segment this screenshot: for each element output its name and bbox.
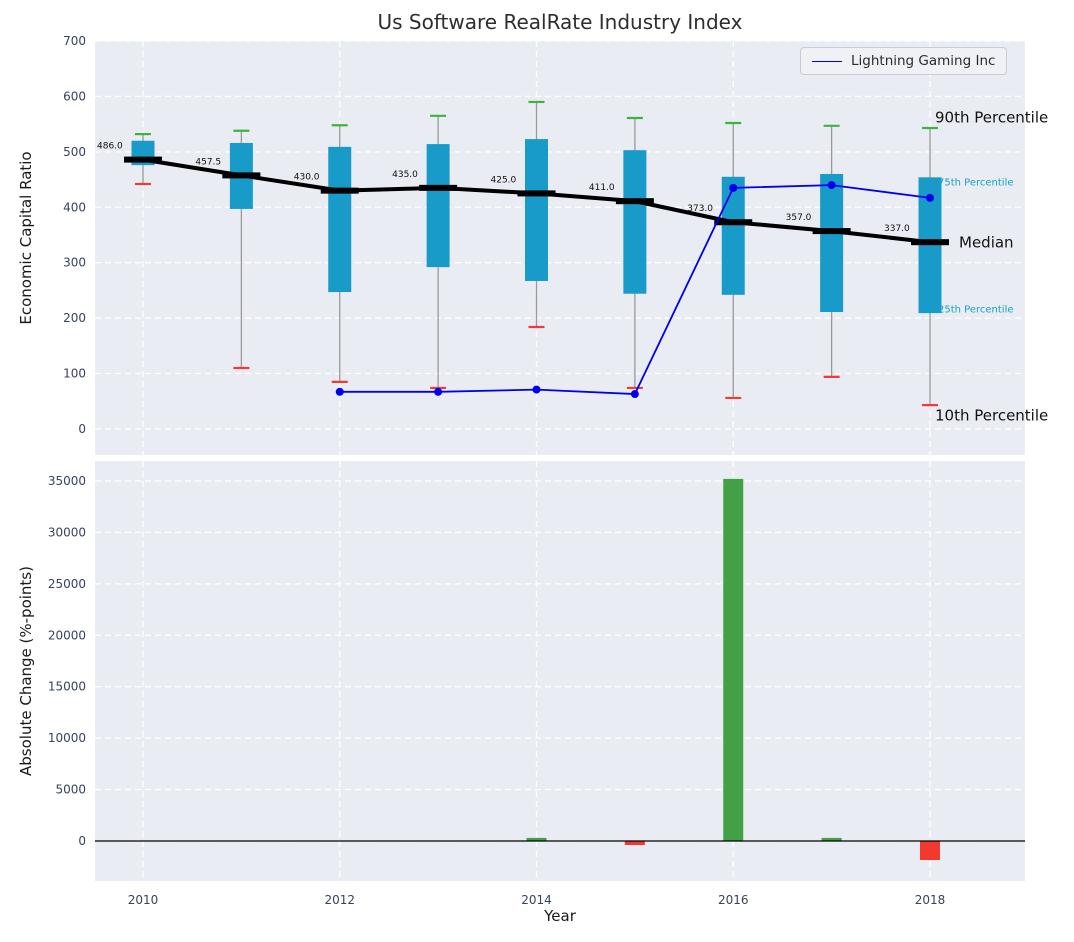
median-value-label-2016: 373.0	[687, 204, 713, 214]
bottom-y-tick-label: 0	[78, 834, 86, 848]
median-value-label-2013: 435.0	[392, 170, 418, 180]
iqr-box-2018	[918, 177, 942, 314]
bottom-y-tick-label: 35000	[48, 474, 86, 488]
change-bar-2017	[821, 837, 842, 841]
median-value-label-2017: 357.0	[786, 213, 812, 223]
legend: Lightning Gaming Inc	[800, 47, 1008, 75]
top-plot-background	[95, 41, 1025, 455]
iqr-box-2017	[820, 174, 844, 313]
x-tick-label: 2018	[915, 893, 946, 907]
median-value-label-2014: 425.0	[491, 175, 517, 185]
change-bar-2015	[624, 840, 645, 845]
median-value-label-2018: 337.0	[884, 224, 910, 234]
median-marker-2010	[124, 156, 162, 163]
iqr-box-2016	[721, 176, 745, 295]
bottom-plot-background	[95, 461, 1025, 881]
median-value-label-2011: 457.5	[195, 157, 221, 167]
chart-title: Us Software RealRate Industry Index	[377, 10, 743, 34]
change-bar-2014	[526, 837, 547, 841]
company-point-2012	[335, 387, 344, 396]
top-y-tick-label: 200	[63, 311, 86, 325]
median-marker-2018	[911, 239, 949, 246]
median-marker-2013	[419, 184, 458, 191]
median-value-label-2010: 486.0	[97, 142, 123, 152]
median-marker-2017	[812, 228, 851, 235]
bottom-y-tick-label: 20000	[48, 628, 86, 642]
top-y-tick-label: 0	[78, 422, 86, 436]
top-y-tick-label: 400	[63, 200, 86, 214]
bottom-y-tick-label: 10000	[48, 731, 86, 745]
x-tick-label: 2012	[324, 893, 355, 907]
bottom-y-tick-label: 30000	[48, 525, 86, 539]
company-point-2018	[926, 193, 934, 202]
bottom-y-tick-label: 5000	[55, 783, 86, 797]
company-point-2013	[434, 387, 443, 396]
legend-line-swatch	[812, 60, 842, 62]
annotation-25th-percentile: 25th Percentile	[938, 305, 1014, 316]
top-y-tick-label: 700	[63, 34, 86, 48]
x-tick-label: 2016	[718, 893, 749, 907]
top-y-tick-label: 500	[63, 145, 86, 159]
x-tick-label: 2010	[128, 893, 159, 907]
x-axis-label: Year	[544, 907, 576, 925]
annotation-75th-percentile: 75th Percentile	[938, 177, 1014, 188]
change-bar-2018	[920, 840, 940, 861]
top-y-axis-label: Economic Capital Ratio	[17, 151, 35, 325]
bottom-y-tick-label: 15000	[48, 680, 86, 694]
annotation-median: Median	[959, 233, 1014, 251]
median-marker-2014	[517, 190, 556, 197]
company-point-2014	[532, 385, 541, 394]
median-marker-2011	[222, 172, 261, 179]
iqr-box-2012	[328, 146, 352, 293]
median-marker-2015	[615, 198, 654, 205]
company-point-2017	[827, 181, 836, 190]
top-y-tick-label: 100	[63, 367, 86, 381]
company-point-2015	[630, 390, 639, 399]
change-bar-2016	[723, 478, 744, 841]
iqr-box-2013	[426, 144, 450, 268]
company-point-2016	[729, 183, 738, 192]
annotation-10th-percentile: 10th Percentile	[935, 406, 1048, 424]
bottom-y-axis-label: Absolute Change (%-points)	[17, 566, 35, 776]
legend-label: Lightning Gaming Inc	[851, 53, 996, 69]
median-value-label-2012: 430.0	[294, 173, 320, 183]
median-value-label-2015: 411.0	[589, 183, 615, 193]
bottom-y-tick-label: 25000	[48, 577, 86, 591]
iqr-box-2014	[525, 139, 548, 281]
top-y-tick-label: 600	[63, 89, 86, 103]
annotation-90th-percentile: 90th Percentile	[935, 109, 1048, 127]
top-y-tick-label: 300	[63, 256, 86, 270]
iqr-box-2015	[623, 150, 647, 294]
x-tick-label: 2014	[521, 893, 552, 907]
median-marker-2012	[320, 187, 359, 194]
median-marker-2016	[714, 219, 753, 226]
